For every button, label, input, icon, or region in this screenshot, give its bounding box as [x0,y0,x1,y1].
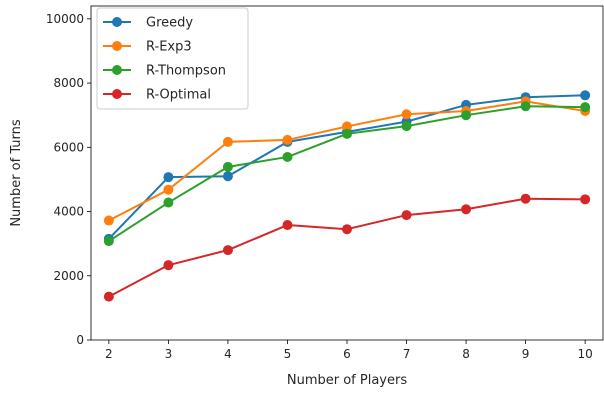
data-point-r-optimal-9 [520,193,531,204]
x-axis-ticks: 2 3 4 5 6 7 8 9 10 [105,340,593,361]
legend-item-greedy: Greedy [103,16,193,31]
data-point-r-thompson-2 [103,236,114,247]
data-point-r-thompson-6 [342,128,352,139]
legend-label: Greedy [146,16,193,31]
data-point-r-optimal-2 [103,291,114,302]
data-point-r-exp3-7 [401,109,412,120]
data-point-r-optimal-8 [461,204,472,215]
legend-label: R-Optimal [146,88,211,103]
plot-marks [103,90,591,302]
data-point-r-optimal-7 [401,210,412,221]
data-point-r-thompson-3 [163,197,174,208]
y-tick-label: 10000 [46,12,84,26]
y-axis-label: Number of Turns [9,119,24,227]
legend-label: R-Exp3 [146,40,192,55]
legend-item-r-thompson: R-Thompson [103,64,226,79]
legend-swatch-marker [112,17,122,27]
x-tick-label: 8 [462,347,470,361]
series-r-exp3 [103,96,591,226]
y-tick-label: 6000 [53,140,84,154]
data-point-greedy-10 [580,90,591,101]
data-point-greedy-4 [222,171,233,182]
y-tick-label: 8000 [53,76,84,90]
data-point-r-thompson-5 [282,151,293,162]
data-point-r-optimal-6 [342,224,352,235]
data-point-r-thompson-9 [520,101,531,112]
legend-swatch-marker [112,41,122,51]
data-point-r-optimal-3 [163,260,174,271]
legend-frame [96,7,249,110]
x-tick-label: 3 [165,347,173,361]
x-tick-label: 4 [224,347,232,361]
x-tick-label: 6 [343,347,351,361]
data-point-r-thompson-8 [461,110,472,121]
legend: Greedy R-Exp3 R-Thompson R-Optimal [96,7,249,110]
x-tick-label: 5 [284,347,292,361]
data-point-greedy-3 [163,172,174,183]
x-tick-label: 10 [577,347,592,361]
y-tick-label: 0 [76,333,84,347]
data-point-r-thompson-4 [222,161,233,172]
data-point-r-exp3-4 [222,136,233,147]
series-line-greedy [107,94,587,240]
y-axis-ticks: 0 2000 4000 6000 8000 10000 [46,12,91,347]
legend-swatch-marker [112,89,122,99]
legend-label: R-Thompson [146,64,226,79]
series-r-thompson [103,101,591,247]
y-tick-label: 2000 [53,269,84,283]
x-axis-label: Number of Players [287,373,407,388]
data-point-r-exp3-5 [282,134,293,145]
series-r-optimal [103,193,591,302]
data-point-r-exp3-6 [342,121,352,132]
data-point-r-optimal-10 [580,194,591,205]
data-point-r-thompson-10 [580,102,591,113]
data-point-r-exp3-2 [103,215,114,226]
series-greedy [103,90,591,244]
legend-swatch-marker [112,65,122,75]
data-point-r-optimal-5 [282,220,293,231]
x-tick-label: 2 [105,347,113,361]
legend-item-r-optimal: R-Optimal [103,88,211,103]
x-tick-label: 9 [522,347,530,361]
legend-item-r-exp3: R-Exp3 [103,40,192,55]
y-tick-label: 4000 [53,205,84,219]
data-point-r-thompson-7 [401,121,412,132]
series-line-r-optimal [107,197,587,298]
data-point-r-optimal-4 [222,245,233,256]
data-point-r-exp3-3 [163,184,174,195]
series-line-r-exp3 [107,100,587,222]
x-tick-label: 7 [403,347,411,361]
